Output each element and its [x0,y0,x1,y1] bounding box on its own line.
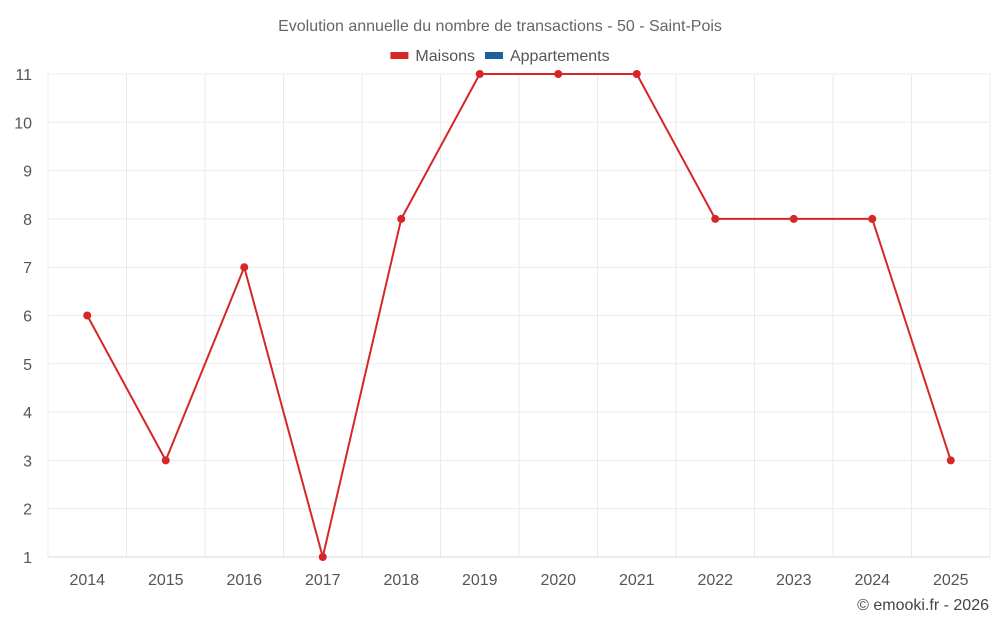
legend: Maisons Appartements [390,48,610,65]
data-point-2025[interactable] [946,456,955,465]
x-tick-label: 2019 [462,572,498,589]
x-tick-label: 2025 [933,572,969,589]
data-point-2021[interactable] [632,70,641,78]
x-axis-ticks: 2014 2015 2016 2017 2018 2019 2020 2021 2022 2023… [69,572,968,589]
x-tick-label: 2018 [383,572,419,589]
data-point-2017[interactable] [318,553,327,561]
legend-swatch [484,52,503,59]
x-tick-label: 2016 [226,572,262,589]
chart-title: Evolution annuelle du nombre de transact… [278,18,722,35]
y-axis-ticks: 1 2 3 4 5 6 7 8 9 10 11 [14,67,32,567]
y-tick-label: 9 [23,164,32,181]
x-tick-label: 2015 [148,572,184,589]
data-point-2018[interactable] [397,214,406,223]
grid [47,73,991,558]
data-point-2023[interactable] [789,214,798,223]
y-tick-label: 5 [23,357,32,374]
data-point-2014[interactable] [83,311,92,320]
x-tick-label: 2020 [540,572,576,589]
legend-item-appartements[interactable]: Appartements [484,48,610,65]
y-tick-label: 3 [23,453,32,470]
x-tick-label: 2021 [619,572,655,589]
x-tick-label: 2023 [776,572,812,589]
y-tick-label: 2 [23,502,32,519]
credit-text: © emooki.fr - 2026 [857,597,989,614]
y-tick-label: 11 [15,67,32,84]
data-point-2016[interactable] [240,263,249,272]
y-tick-label: 4 [23,405,32,422]
data-point-2019[interactable] [475,70,484,78]
y-tick-label: 7 [23,260,32,277]
x-tick-label: 2024 [854,572,890,589]
y-tick-label: 8 [23,212,32,229]
y-tick-label: 10 [14,115,32,132]
data-point-2024[interactable] [868,214,877,223]
data-point-2015[interactable] [161,456,170,465]
legend-swatch [390,52,409,59]
data-point-2022[interactable] [711,214,720,223]
x-tick-label: 2022 [697,572,733,589]
legend-label: Appartements [510,48,610,65]
x-tick-label: 2017 [305,572,341,589]
data-point-2020[interactable] [554,70,563,78]
series-layer [83,70,955,561]
legend-item-maisons[interactable]: Maisons [390,48,475,65]
series-line-maisons [86,73,952,558]
x-tick-label: 2014 [69,572,105,589]
y-tick-label: 6 [23,309,32,326]
y-tick-label: 1 [23,550,32,567]
legend-label: Maisons [415,48,475,65]
